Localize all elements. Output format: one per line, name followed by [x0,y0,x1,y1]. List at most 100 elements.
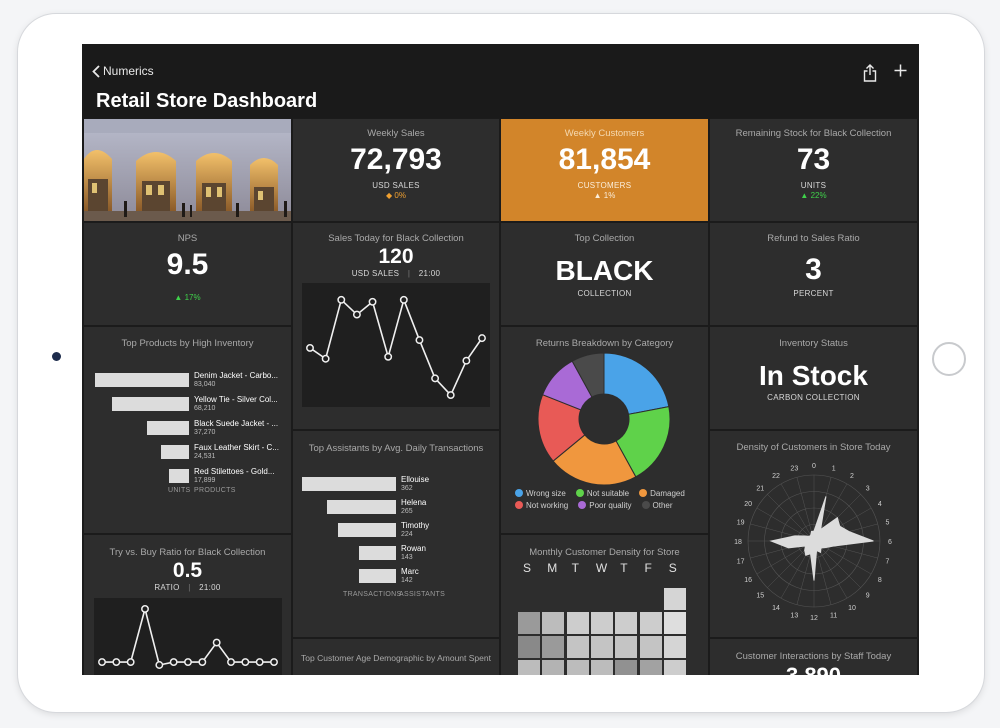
weekly-customers-value: 81,854 [558,143,651,176]
inventory-status-tile[interactable]: Inventory Status In Stock CARBON COLLECT… [710,327,917,429]
bar-label: Yellow Tie - Silver Col... [194,395,278,404]
heatmap-cell[interactable] [663,660,686,675]
weekly-sales-tile[interactable]: Weekly Sales 72,793 USD SALES ◆ 0% [293,119,499,221]
heatmap-cell[interactable] [590,612,613,634]
try-buy-time: 21:00 [199,583,221,592]
assistants-axis-label: ASSISTANTS [399,591,446,598]
radar-area [769,496,874,581]
heatmap-cell[interactable] [590,636,613,658]
top-assistants-tile[interactable]: Top Assistants by Avg. Daily Transaction… [293,431,499,637]
try-buy-unit: RATIO [154,583,180,592]
radar-spoke [780,483,815,542]
legend-label: Not suitable [586,489,630,498]
weekly-customers-tile[interactable]: Weekly Customers 81,854 CUSTOMERS ▲ 1% [501,119,708,221]
data-point [155,661,164,669]
legend-item: Wrong size [515,489,566,498]
radar-hour-label: 22 [772,473,780,480]
bar [358,546,396,560]
home-button[interactable] [932,342,966,376]
nps-tile[interactable]: NPS 9.5 ▲ 17% [84,223,291,325]
weekday-label: T [620,561,628,575]
bar [146,421,189,435]
back-button[interactable]: Numerics [92,64,154,78]
returns-legend: Wrong size Not suitable Damaged Not working… [515,489,705,510]
heatmap-cell[interactable] [518,660,540,675]
legend-item: Not suitable [575,489,630,498]
heatmap-cell[interactable] [518,612,540,634]
data-point [446,391,455,400]
heatmap-cell[interactable] [542,636,565,658]
heatmap-cell[interactable] [615,660,638,675]
top-assistants-bar-chart: Ellouise 362 Helena 265 Timothy 224 Rowan 143 Ma… [293,431,499,637]
weekly-sales-delta: ◆ 0% [386,191,406,200]
top-collection-value: BLACK [555,255,654,286]
heatmap-cell[interactable] [518,636,540,658]
data-point [368,297,377,306]
heatmap-cell[interactable] [663,588,686,610]
data-point [306,343,314,352]
weekday-label: W [595,561,608,575]
bar [111,397,189,411]
returns-breakdown-tile[interactable]: Returns Breakdown by Category Wrong size… [501,327,708,533]
add-icon[interactable] [894,64,907,77]
sales-today-tile[interactable]: Sales Today for Black Collection 120 USD… [293,223,499,429]
bar-value: 68,210 [194,405,216,412]
tile-title: Density of Customers in Store Today [736,442,891,453]
radar-hour-label: 11 [830,612,837,619]
bar-value: 17,899 [194,477,216,484]
store-arcade-image [84,119,291,221]
weekly-sales-value: 72,793 [350,143,442,176]
top-products-tile[interactable]: Top Products by High Inventory Denim Jac… [84,327,291,533]
radar-hour-label: 9 [866,593,870,600]
radar-hour-label: 3 [866,485,870,492]
data-point [352,310,361,319]
data-point [431,374,440,383]
heatmap-cell[interactable] [566,660,589,675]
tile-title: Top Customer Age Demographic by Amount S… [301,653,491,663]
legend-label: Damaged [650,489,685,498]
weekday-label: M [547,561,558,575]
heatmap-cell[interactable] [615,636,638,658]
try-buy-tile[interactable]: Try vs. Buy Ratio for Black Collection 0… [84,535,291,675]
heatmap-cell[interactable] [615,612,638,634]
data-point [98,658,106,667]
heatmap-cell[interactable] [663,612,686,634]
heatmap-cell[interactable] [590,660,613,675]
refund-ratio-tile[interactable]: Refund to Sales Ratio 3 PERCENT [710,223,917,325]
heatmap-cell[interactable] [663,636,686,658]
try-buy-value: 0.5 [172,559,203,582]
bar-label: Faux Leather Skirt - C... [194,443,279,452]
pie-slice [615,406,671,478]
heatmap-cell[interactable] [566,636,589,658]
legend-label: Wrong size [526,489,566,498]
legend-swatch [515,501,523,509]
top-collection-tile[interactable]: Top Collection BLACK COLLECTION [501,223,708,325]
data-point [321,354,330,363]
share-icon[interactable] [863,64,877,82]
units-axis-label: UNITS [168,487,191,494]
legend-swatch [515,489,523,497]
remaining-stock-value: 73 [796,143,831,176]
chevron-left-icon [92,64,100,78]
pie-slice [571,352,605,398]
weekday-label: S [523,561,532,575]
data-point [462,356,471,365]
heatmap-cell[interactable] [639,660,662,675]
heatmap-cell[interactable] [639,612,662,634]
interactions-tile[interactable]: Customer Interactions by Staff Today 3,8… [710,639,917,675]
remaining-stock-tile[interactable]: Remaining Stock for Black Collection 73 … [710,119,917,221]
weekly-customers-unit: CUSTOMERS [577,181,632,190]
age-demographic-tile[interactable]: Top Customer Age Demographic by Amount S… [293,639,499,675]
store-photo-tile[interactable] [84,119,291,221]
heatmap-cell[interactable] [639,636,662,658]
bar-value: 265 [401,508,413,515]
heatmap-cell[interactable] [542,660,565,675]
heatmap-cell[interactable] [542,612,565,634]
returns-donut-chart [537,352,671,486]
sales-today-time: 21:00 [418,269,441,278]
radar-hour-label: 7 [885,559,889,566]
heatmap-cell[interactable] [566,612,589,634]
tile-title: Top Products by High Inventory [121,338,254,349]
